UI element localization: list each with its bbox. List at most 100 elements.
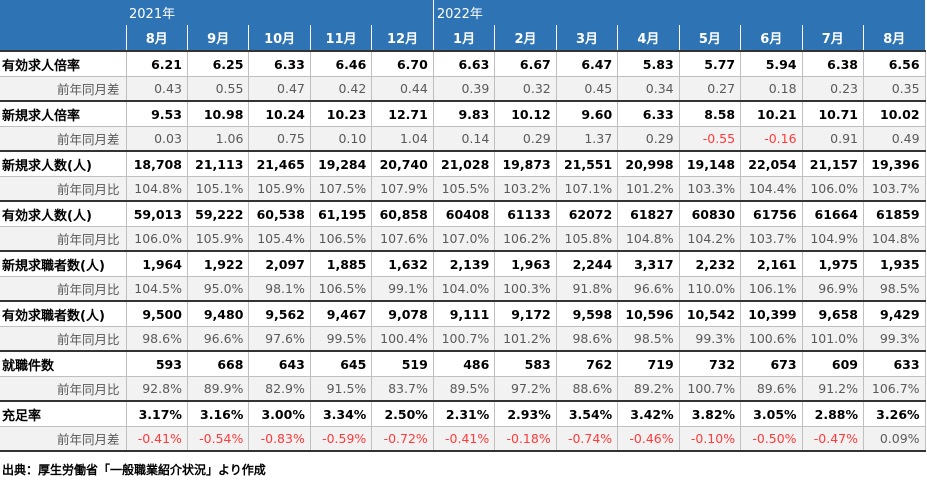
comparison-label: 前年同月比 xyxy=(0,176,127,202)
metric-value-cell: 6.46 xyxy=(310,50,373,77)
comparison-value-cell: 99.3% xyxy=(863,326,926,352)
metric-value-cell: 732 xyxy=(679,350,742,377)
metric-value-cell: 6.25 xyxy=(187,50,250,77)
metric-value-cell: 6.47 xyxy=(556,50,619,77)
comparison-value-cell: 103.7% xyxy=(863,176,926,202)
comparison-value-cell: 98.1% xyxy=(248,276,311,302)
metric-value-cell: 60408 xyxy=(433,200,496,227)
metric-value-cell: 59,222 xyxy=(187,200,250,227)
comparison-value-cell: 106.5% xyxy=(310,226,373,252)
metric-value-cell: 8.58 xyxy=(679,100,742,127)
month-header-cell: 5月 xyxy=(679,25,742,51)
metric-value-cell: 9,562 xyxy=(248,300,311,327)
metric-value-cell: 6.63 xyxy=(433,50,496,77)
month-header-cell: 11月 xyxy=(310,25,373,51)
comparison-label: 前年同月比 xyxy=(0,376,127,402)
year-header-2022: 2022年 xyxy=(432,0,926,25)
comparison-row: 前年同月比 104.8% 105.1% 105.9% 107.5% 107.9% 105.5… xyxy=(0,176,926,202)
comparison-value-cell: -0.50% xyxy=(740,426,803,452)
comparison-value-cell: 1.04 xyxy=(371,126,434,152)
metric-value-cell: 673 xyxy=(740,350,803,377)
metric-value-cell: 60830 xyxy=(679,200,742,227)
metric-value-cell: 2.93% xyxy=(494,400,557,427)
metric-value-cell: 60,538 xyxy=(248,200,311,227)
comparison-value-cell: 99.3% xyxy=(679,326,742,352)
metric-value-cell: 9,078 xyxy=(371,300,434,327)
comparison-row: 前年同月比 92.8% 89.9% 82.9% 91.5% 83.7% 89.5% 97.2%… xyxy=(0,376,926,402)
metric-value-cell: 583 xyxy=(494,350,557,377)
metric-value-cell: 21,028 xyxy=(433,150,496,177)
comparison-value-cell: 0.34 xyxy=(617,76,680,102)
metric-value-cell: 10.24 xyxy=(248,100,311,127)
metric-value-cell: 1,632 xyxy=(371,250,434,277)
comparison-value-cell: 103.3% xyxy=(679,176,742,202)
metric-value-cell: 6.70 xyxy=(371,50,434,77)
metric-value-cell: 61,195 xyxy=(310,200,373,227)
metric-value-cell: 9,467 xyxy=(310,300,373,327)
comparison-value-cell: 0.14 xyxy=(433,126,496,152)
comparison-value-cell: 0.35 xyxy=(863,76,926,102)
metric-value-cell: 21,465 xyxy=(248,150,311,177)
comparison-value-cell: -0.47% xyxy=(802,426,865,452)
comparison-value-cell: 110.0% xyxy=(679,276,742,302)
metric-value-cell: 60,858 xyxy=(371,200,434,227)
comparison-value-cell: 88.6% xyxy=(556,376,619,402)
comparison-value-cell: 91.8% xyxy=(556,276,619,302)
metric-value-cell: 18,708 xyxy=(126,150,188,177)
metric-row: 有効求人倍率 6.21 6.25 6.33 6.46 6.70 6.63 6.67 6.47 5.… xyxy=(0,50,926,77)
metric-value-cell: 3.42% xyxy=(617,400,680,427)
metric-value-cell: 59,013 xyxy=(126,200,188,227)
month-header-cell: 4月 xyxy=(617,25,680,51)
comparison-value-cell: 0.43 xyxy=(126,76,188,102)
metric-row: 新規求職者数(人) 1,964 1,922 2,097 1,885 1,632 2,139 1… xyxy=(0,250,926,277)
metric-value-cell: 12.71 xyxy=(371,100,434,127)
metric-value-cell: 9,598 xyxy=(556,300,619,327)
month-header-cell: 2月 xyxy=(494,25,557,51)
comparison-value-cell: 0.18 xyxy=(740,76,803,102)
comparison-value-cell: 104.9% xyxy=(802,226,865,252)
comparison-value-cell: 0.29 xyxy=(494,126,557,152)
metric-value-cell: 633 xyxy=(863,350,926,377)
metric-label: 有効求人数(人) xyxy=(0,200,127,227)
metric-row: 新規求人数(人) 18,708 21,113 21,465 19,284 20,740 21… xyxy=(0,150,926,177)
comparison-value-cell: 0.75 xyxy=(248,126,311,152)
metric-value-cell: 61859 xyxy=(863,200,926,227)
year-header-row: 2021年 2022年 xyxy=(0,0,926,25)
metric-value-cell: 21,157 xyxy=(802,150,865,177)
comparison-value-cell: 104.0% xyxy=(433,276,496,302)
comparison-row: 前年同月比 104.5% 95.0% 98.1% 106.5% 99.1% 104.0% 10… xyxy=(0,276,926,302)
metric-value-cell: 2,139 xyxy=(433,250,496,277)
metric-value-cell: 10.23 xyxy=(310,100,373,127)
comparison-value-cell: 101.2% xyxy=(617,176,680,202)
metric-value-cell: 3.82% xyxy=(679,400,742,427)
metric-value-cell: 2,097 xyxy=(248,250,311,277)
comparison-value-cell: 97.6% xyxy=(248,326,311,352)
comparison-value-cell: 104.8% xyxy=(126,176,188,202)
comparison-value-cell: 106.2% xyxy=(494,226,557,252)
metric-value-cell: 9,658 xyxy=(802,300,865,327)
comparison-value-cell: 89.2% xyxy=(617,376,680,402)
comparison-value-cell: 98.5% xyxy=(617,326,680,352)
comparison-value-cell: 0.27 xyxy=(679,76,742,102)
metric-value-cell: 61133 xyxy=(494,200,557,227)
metric-value-cell: 6.21 xyxy=(126,50,188,77)
comparison-value-cell: -0.41% xyxy=(433,426,496,452)
comparison-value-cell: -0.46% xyxy=(617,426,680,452)
metric-value-cell: 5.94 xyxy=(740,50,803,77)
metric-value-cell: 3.54% xyxy=(556,400,619,427)
metric-value-cell: 61664 xyxy=(802,200,865,227)
comparison-value-cell: -0.10% xyxy=(679,426,742,452)
comparison-value-cell: 89.5% xyxy=(433,376,496,402)
metric-value-cell: 10.21 xyxy=(740,100,803,127)
metric-value-cell: 3.17% xyxy=(126,400,188,427)
month-header-cell: 3月 xyxy=(556,25,619,51)
metric-row: 充足率 3.17% 3.16% 3.00% 3.34% 2.50% 2.31% 2.93% 3.… xyxy=(0,400,926,427)
year-header-blank xyxy=(0,0,126,25)
metric-value-cell: 19,284 xyxy=(310,150,373,177)
comparison-value-cell: 99.5% xyxy=(310,326,373,352)
comparison-label: 前年同月比 xyxy=(0,226,127,252)
metric-value-cell: 6.56 xyxy=(863,50,926,77)
comparison-value-cell: 104.5% xyxy=(126,276,188,302)
metric-value-cell: 1,964 xyxy=(126,250,188,277)
metric-value-cell: 6.33 xyxy=(617,100,680,127)
